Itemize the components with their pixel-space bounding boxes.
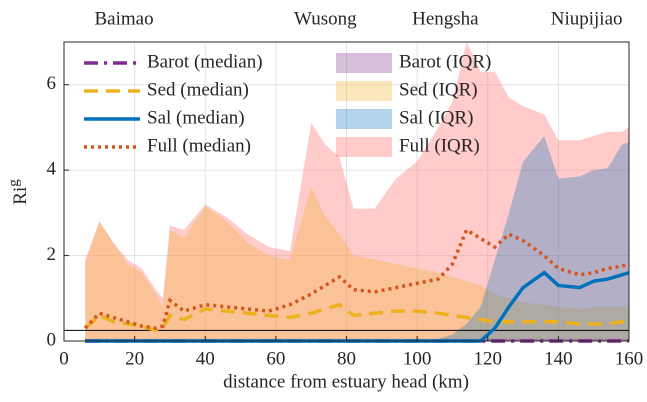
y-tick-label: 6 [47, 73, 57, 94]
x-tick-label: 160 [615, 348, 644, 369]
legend-label: Full (IQR) [399, 135, 480, 156]
legend-label: Sal (IQR) [399, 107, 473, 128]
station-label: Wusong [294, 8, 357, 29]
y-tick-label: 2 [47, 244, 57, 265]
legend-label: Barot (median) [147, 51, 263, 72]
legend-label: Sal (median) [147, 107, 245, 128]
legend-label: Barot (IQR) [399, 51, 491, 72]
legend-patch [336, 137, 392, 157]
x-tick-label: 80 [337, 348, 356, 369]
station-label: Niupijiao [551, 8, 623, 29]
legend-label: Sed (IQR) [399, 79, 478, 100]
x-tick-label: 40 [196, 348, 215, 369]
legend-label: Sed (median) [147, 79, 249, 100]
station-label: Hengsha [412, 8, 479, 29]
y-label-main: Ri [10, 187, 31, 205]
legend-label: Full (median) [147, 135, 251, 156]
x-tick-label: 60 [266, 348, 285, 369]
legend-patch [336, 53, 392, 73]
y-tick-label: 4 [47, 159, 57, 180]
x-tick-label: 100 [403, 348, 432, 369]
y-axis-label: Rig [6, 179, 31, 205]
x-tick-label: 140 [544, 348, 573, 369]
iqr-band [85, 42, 629, 341]
legend-patch [336, 109, 392, 129]
x-axis-label: distance from estuary head (km) [223, 371, 469, 392]
y-tick-label: 0 [47, 329, 57, 350]
x-tick-label: 0 [59, 348, 69, 369]
y-label-sub: g [6, 179, 22, 187]
median-line [83, 227, 630, 330]
iqr-band [85, 135, 629, 341]
x-tick-label: 120 [474, 348, 503, 369]
legend-patch [336, 81, 392, 101]
median-line [84, 302, 629, 333]
station-label: Baimao [94, 8, 153, 29]
iqr-band [85, 187, 629, 341]
x-tick-label: 20 [125, 348, 144, 369]
